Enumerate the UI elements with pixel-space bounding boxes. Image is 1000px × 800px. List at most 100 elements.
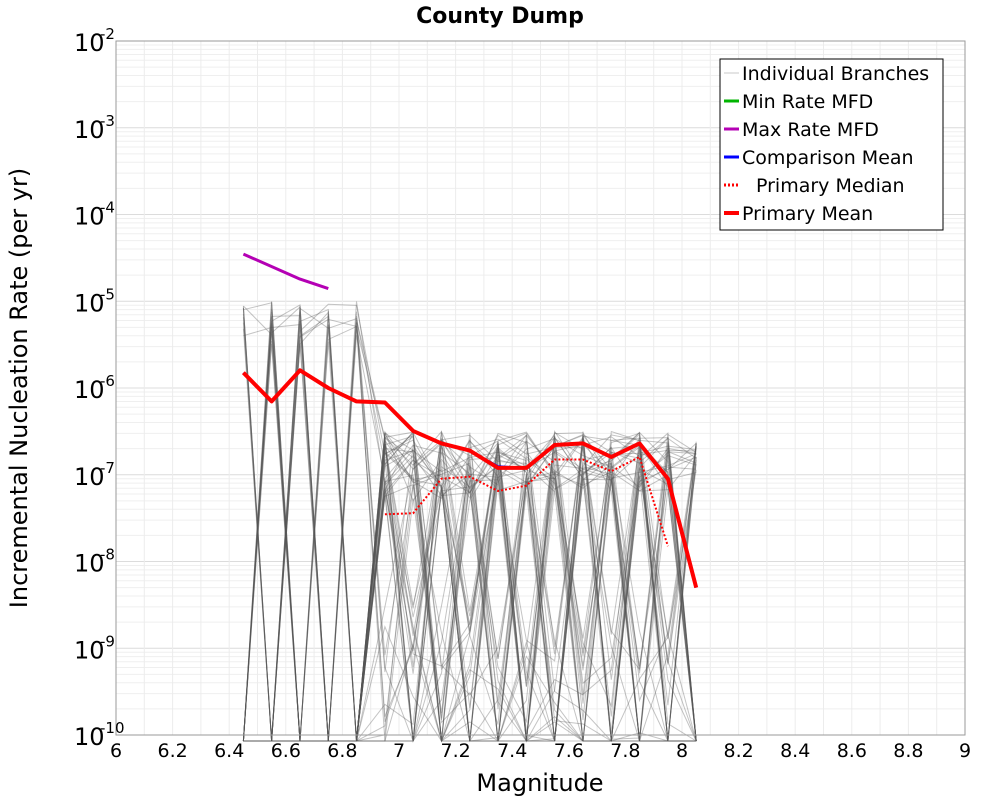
x-tick-label: 8.2 (723, 740, 753, 762)
x-tick-label: 8 (676, 740, 688, 762)
x-tick-label: 7.6 (554, 740, 584, 762)
branch-line (242, 308, 697, 742)
branch-line (242, 323, 697, 742)
x-tick-label: 8.4 (780, 740, 810, 762)
branch-line (243, 440, 697, 742)
branch-line (242, 322, 697, 742)
branch-line (242, 322, 697, 743)
branch-line (242, 301, 697, 742)
branch-line (243, 433, 697, 742)
branch-line (242, 307, 697, 742)
legend-label: Primary Median (756, 175, 905, 197)
branch-line (243, 311, 697, 742)
branch-line (243, 454, 697, 742)
branch-line (242, 306, 697, 742)
branch-line (243, 305, 697, 742)
legend-label: Min Rate MFD (742, 91, 873, 113)
branch-line (242, 311, 697, 742)
legend-label: Individual Branches (742, 63, 929, 85)
y-tick-label: 10-10 (74, 719, 125, 751)
branch-line (243, 322, 697, 742)
branch-line (242, 305, 697, 742)
x-tick-label: 8.6 (837, 740, 867, 762)
x-tick-label: 8.8 (893, 740, 923, 762)
branch-line (242, 307, 697, 742)
y-axis-label: Incremental Nucleation Rate (per yr) (5, 168, 33, 608)
y-tick-base: 10 (74, 29, 105, 57)
x-tick-label: 7.2 (440, 740, 470, 762)
chart-title: County Dump (416, 4, 584, 29)
x-tick-label: 7 (393, 740, 405, 762)
y-tick-exponent: -5 (100, 285, 115, 303)
branch-line (243, 325, 697, 743)
branch-line (243, 307, 697, 742)
branch-line (243, 302, 697, 742)
branch-line (242, 325, 697, 742)
y-tick-exponent: -6 (100, 372, 115, 390)
x-tick-label: 7.8 (610, 740, 640, 762)
y-tick-base: 10 (74, 723, 105, 751)
primary-mean-line (241, 368, 699, 589)
y-tick-exponent: -7 (100, 459, 115, 477)
y-tick-base: 10 (74, 550, 105, 578)
branch-line (242, 317, 697, 742)
legend-item: Comparison Mean (724, 147, 914, 169)
individual-branches (242, 301, 697, 743)
y-tick-exponent: -8 (100, 546, 115, 564)
x-ticks: 6 6.2 6.4 6.6 6.8 7 7.2 7.4 7.6 7.8 8 8.2 8.4 8.6 8.8 9 (110, 740, 971, 762)
legend-item: Primary Mean (724, 203, 873, 225)
plot-frame (115, 40, 966, 736)
y-tick-label: 10-5 (74, 285, 115, 317)
branch-line (242, 328, 697, 742)
branch-line (243, 431, 697, 742)
branch-line (243, 322, 697, 742)
x-tick-label: 6.8 (327, 740, 357, 762)
branch-line (243, 319, 697, 742)
branch-line (243, 322, 697, 742)
branch-line (243, 432, 697, 742)
branch-line (243, 443, 697, 742)
y-tick-base: 10 (74, 463, 105, 491)
y-tick-label: 10-6 (74, 372, 115, 404)
legend-item: Primary Median (724, 175, 905, 197)
y-tick-label: 10-9 (74, 632, 115, 664)
branch-line (243, 438, 697, 742)
y-tick-base: 10 (74, 289, 105, 317)
x-tick-label: 6 (110, 740, 122, 762)
max-rate-mfd-line (242, 252, 329, 291)
y-tick-label: 10-3 (74, 112, 115, 144)
branch-line (243, 434, 697, 743)
y-tick-label: 10-4 (74, 199, 115, 231)
series-lines (241, 252, 699, 589)
branch-line (242, 317, 697, 743)
y-tick-base: 10 (74, 116, 105, 144)
x-tick-label: 7.4 (497, 740, 527, 762)
branch-line (242, 302, 697, 742)
branch-line (242, 301, 697, 742)
x-axis-label: Magnitude (476, 769, 603, 797)
y-tick-label: 10-2 (74, 25, 115, 57)
primary-median-line (384, 456, 669, 547)
branch-line (243, 320, 697, 743)
y-tick-label: 10-7 (74, 459, 115, 491)
branch-line (243, 430, 697, 742)
branch-line (243, 430, 697, 742)
y-tick-base: 10 (74, 203, 105, 231)
legend: Individual Branches Min Rate MFD Max Rate … (719, 58, 944, 231)
branch-line (243, 308, 697, 742)
legend-label: Comparison Mean (742, 147, 914, 169)
y-tick-base: 10 (74, 376, 105, 404)
legend-box (719, 58, 944, 231)
branch-line (242, 307, 697, 742)
legend-item: Max Rate MFD (724, 119, 879, 141)
branch-line (243, 437, 697, 742)
y-tick-exponent: -9 (100, 632, 115, 650)
legend-item: Individual Branches (724, 63, 929, 85)
branch-line (242, 340, 697, 742)
branch-line (242, 304, 697, 742)
branch-line (243, 329, 697, 742)
x-tick-label: 6.2 (157, 740, 187, 762)
x-tick-label: 6.4 (214, 740, 244, 762)
branch-line (243, 305, 697, 743)
